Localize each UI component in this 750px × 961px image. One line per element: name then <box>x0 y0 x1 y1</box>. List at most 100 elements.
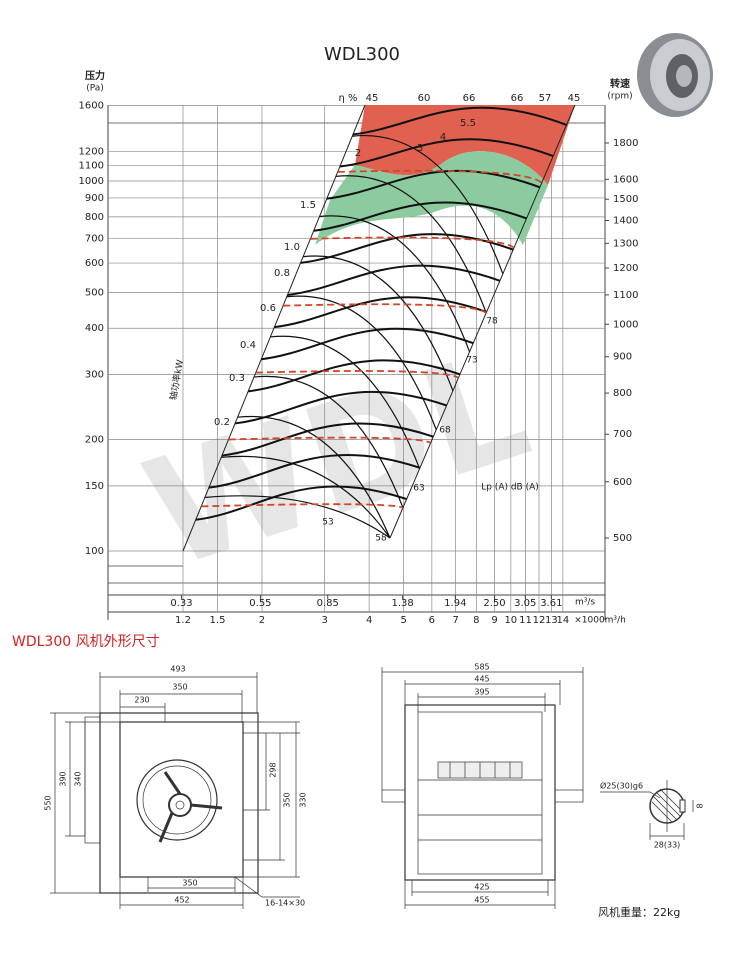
efficiency-label: 66 <box>463 93 476 104</box>
speed-curve <box>287 264 501 296</box>
flow-m3h-tick-label: 1.2 <box>175 615 191 626</box>
flow-m3h-tick-label: 12 <box>533 615 546 626</box>
dim-label: 340 <box>74 771 83 786</box>
noise-value-label: 53 <box>322 518 333 528</box>
noise-curve <box>337 169 543 184</box>
dim-label: 28(33) <box>654 841 681 850</box>
pressure-tick-label: 1100 <box>79 161 104 172</box>
speed-curve <box>313 201 527 232</box>
pressure-tick-label: 150 <box>85 481 104 492</box>
speed-tick-label: 900 <box>613 352 632 363</box>
noise-value-label: 58 <box>375 534 387 544</box>
speed-tick-label: 500 <box>613 533 632 544</box>
flow-m3h-tick-label: 9 <box>491 615 497 626</box>
power-value-label: 0.8 <box>274 268 290 279</box>
pressure-tick-label: 700 <box>85 233 104 244</box>
power-curve <box>270 335 421 469</box>
pressure-tick-label: 1600 <box>79 100 104 111</box>
pressure-tick-label: 1000 <box>79 176 104 187</box>
dim-label: 455 <box>474 896 489 905</box>
dim-label: 16-14×30 <box>265 899 305 908</box>
power-curve <box>286 295 437 430</box>
flow-m3s-tick-label: 1.94 <box>444 598 466 609</box>
power-value-label: 0.2 <box>214 417 230 428</box>
flow-m3s-tick-label: 0.85 <box>317 598 339 609</box>
dim-label: 350 <box>172 683 187 692</box>
speed-tick-label: 1600 <box>613 174 638 185</box>
dim-label: Ø25(30)g6 <box>600 781 643 791</box>
flow-m3h-tick-label: 7 <box>452 615 458 626</box>
noise-value-label: 78 <box>486 317 498 327</box>
speed-curve <box>248 359 461 393</box>
power-curve <box>319 215 471 353</box>
efficiency-label: η % <box>338 93 357 104</box>
speed-curve <box>221 422 434 457</box>
flow-m3h-tick-label: 5 <box>400 615 406 626</box>
speed-tick-label: 1000 <box>613 319 638 330</box>
pressure-tick-label: 400 <box>85 323 104 334</box>
speed-tick-label: 1500 <box>613 194 638 205</box>
dim-label: 330 <box>299 792 308 807</box>
efficiency-label: 57 <box>539 93 552 104</box>
pressure-tick-label: 800 <box>85 212 104 223</box>
power-value-label: 1.0 <box>284 242 300 253</box>
power-value-label: 2 <box>355 148 361 159</box>
power-curve <box>352 134 504 275</box>
noise-curve <box>310 236 515 249</box>
power-value-label: 5.5 <box>460 118 476 129</box>
speed-curve <box>195 485 407 521</box>
dim-label: 390 <box>59 771 68 786</box>
power-curve <box>335 175 487 314</box>
speed-label: 转速 <box>610 77 630 90</box>
efficiency-label: 66 <box>511 93 524 104</box>
speed-curve <box>326 169 541 200</box>
power-curve <box>221 455 391 539</box>
flow-m3h-tick-label: 4 <box>366 615 372 626</box>
dim-label: 8 <box>696 803 705 808</box>
power-value-label: 3 <box>417 143 423 154</box>
power-value-label: 0.6 <box>260 303 276 314</box>
noise-value-label: 63 <box>413 484 424 494</box>
power-value-label: 0.3 <box>229 373 245 384</box>
flow-m3s-tick-label: 3.05 <box>514 598 536 609</box>
speed-tick-label: 1400 <box>613 215 638 226</box>
power-curve <box>303 255 454 391</box>
flow-m3h-tick-label: 10 <box>504 615 517 626</box>
pressure-unit: (Pa) <box>86 84 104 94</box>
dim-label: 445 <box>474 675 489 684</box>
pressure-tick-label: 200 <box>85 435 104 446</box>
dim-label: 452 <box>174 896 189 905</box>
pressure-tick-label: 600 <box>85 258 104 269</box>
section-title: WDL300 风机外形尺寸 <box>12 634 160 650</box>
flow-m3s-tick-label: 1.38 <box>392 598 414 609</box>
speed-unit: (rpm) <box>607 92 632 102</box>
speed-tick-label: 1100 <box>613 290 638 301</box>
high-speed-zone <box>355 105 575 185</box>
flow-m3h-tick-label: 3 <box>321 615 327 626</box>
speed-curve <box>300 233 514 264</box>
dim-label: 493 <box>170 665 185 674</box>
speed-curve <box>261 327 474 361</box>
power-value-label: 0.4 <box>240 340 256 351</box>
efficiency-label: 45 <box>568 93 581 104</box>
power-value-label: 4 <box>440 132 446 143</box>
dim-label: 298 <box>269 762 278 777</box>
noise-label: Lp (A) dB (A) <box>481 483 539 493</box>
fan-wheel-image <box>637 33 713 117</box>
weight: 风机重量：22kg <box>598 905 680 919</box>
axis-line <box>107 105 606 620</box>
dim-label: 230 <box>134 696 149 705</box>
pressure-tick-label: 500 <box>85 287 104 298</box>
noise-curve <box>255 370 459 379</box>
speed-curve <box>208 454 421 489</box>
dim-label: 425 <box>474 883 489 892</box>
flow-m3s-unit: m³/s <box>575 598 595 608</box>
dim-label: 350 <box>182 879 197 888</box>
speed-curve <box>274 296 487 329</box>
pressure-label: 压力 <box>85 69 105 82</box>
flow-m3h-tick-label: 14 <box>556 615 569 626</box>
flow-m3s-tick-label: 0.55 <box>249 598 271 609</box>
noise-curve <box>201 503 404 509</box>
noise-curve <box>228 436 432 444</box>
efficiency-label: 60 <box>418 93 431 104</box>
